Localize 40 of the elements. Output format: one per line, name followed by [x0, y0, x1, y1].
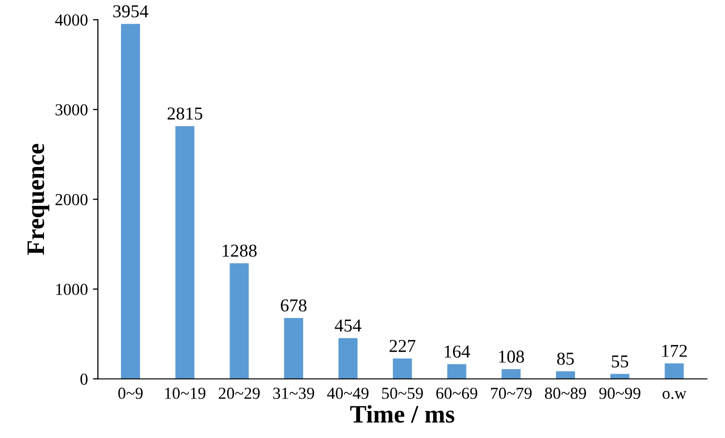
y-tick-label: 4000 [55, 14, 88, 26]
data-label: 2815 [168, 107, 202, 120]
x-tick-label: 31~39 [273, 388, 314, 399]
data-label: 1288 [222, 244, 257, 257]
data-label: 55 [612, 355, 628, 368]
data-label: 172 [662, 344, 687, 357]
data-label: 85 [557, 352, 574, 365]
bar [392, 358, 412, 379]
bar [610, 374, 630, 379]
data-label: 227 [390, 340, 416, 352]
data-label: 108 [499, 350, 524, 363]
data-label: 164 [444, 346, 470, 358]
y-axis-title: Frequence [28, 144, 50, 255]
y-tick-label: 2000 [56, 194, 88, 206]
y-tick-label: 0 [80, 374, 88, 385]
bar [175, 126, 194, 379]
bar [556, 371, 576, 379]
y-tick-label: 3000 [56, 104, 88, 116]
bar [284, 318, 304, 379]
bar [502, 369, 521, 379]
x-axis-title: Time / ms [350, 405, 454, 423]
x-tick-label: 50~59 [382, 388, 423, 399]
x-tick-label: 60~69 [436, 388, 478, 399]
bar [447, 364, 466, 379]
bar [120, 24, 140, 379]
x-tick-label: o.w [662, 390, 686, 400]
y-tick-label: 1000 [56, 284, 88, 296]
x-tick-label: 20~29 [218, 388, 260, 399]
x-tick-label: 80~89 [544, 388, 586, 399]
bar [664, 363, 684, 379]
x-tick-label: 10~19 [165, 388, 206, 399]
bar [230, 263, 249, 379]
bar [338, 338, 358, 379]
x-tick-label: 40~49 [327, 388, 368, 399]
data-label: 454 [334, 320, 362, 332]
x-tick-label: 70~79 [491, 388, 532, 399]
data-label: 678 [280, 299, 306, 312]
x-tick-label: 90~99 [599, 388, 640, 399]
x-tick-label: 0~9 [118, 388, 143, 399]
data-label: 3954 [113, 5, 148, 18]
